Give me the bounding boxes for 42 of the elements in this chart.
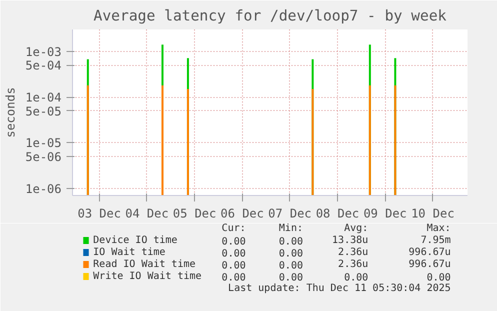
y-tick-label: 1e-04 xyxy=(25,90,62,105)
text: 7.95m xyxy=(420,235,451,246)
x-tick-label: 06 Dec xyxy=(220,206,264,220)
text: 0.00 xyxy=(344,272,368,284)
text: 2.36u xyxy=(338,259,368,270)
text: 0.00 xyxy=(222,248,246,260)
y-tick-label: 5e-05 xyxy=(25,104,62,118)
y-tick-label: 1e-06 xyxy=(25,182,62,196)
text: 2.36u xyxy=(338,247,368,258)
x-tick-label: 04 Dec xyxy=(125,206,169,220)
x-tick-label: 09 Dec xyxy=(363,206,407,220)
legend-label: Write IO Wait time xyxy=(93,271,202,282)
text: 0.00 xyxy=(222,272,246,284)
y-tick-label: 5e-06 xyxy=(25,150,62,164)
text: Avg: xyxy=(344,223,368,234)
x-tick-label: 03 Dec xyxy=(78,206,121,220)
text: 13.38u xyxy=(332,235,368,246)
text: 0.00 xyxy=(278,260,303,272)
text: 0.00 xyxy=(426,272,451,284)
legend-label: Read IO Wait time xyxy=(93,259,196,270)
text: 0.00 xyxy=(278,272,303,284)
legend-label: Device IO time xyxy=(93,235,178,246)
text: 0.00 xyxy=(278,248,303,260)
legend-label: IO Wait time xyxy=(93,247,166,258)
text: Min: xyxy=(278,223,303,234)
text: Last update: Thu Dec 11 05:30:04 2025 xyxy=(228,283,451,294)
text: Cur: xyxy=(222,223,246,234)
x-tick-label: 08 Dec xyxy=(316,206,360,220)
y-axis-title: seconds xyxy=(3,87,18,138)
y-tick-label: 5e-04 xyxy=(25,58,62,73)
x-tick-label: 05 Dec xyxy=(172,206,216,220)
y-tick-label: 1e-05 xyxy=(25,136,62,150)
text: 0.00 xyxy=(278,236,303,248)
text: 996.67u xyxy=(408,247,451,258)
text: 996.67u xyxy=(408,259,451,270)
text: 0.00 xyxy=(222,236,246,248)
y-tick-label: 1e-03 xyxy=(25,44,62,59)
x-tick-label: 07 Dec xyxy=(268,206,312,220)
text: 0.00 xyxy=(222,260,246,272)
x-tick-label: 10 Dec xyxy=(411,206,454,220)
text: Max: xyxy=(426,223,451,234)
chart-title: Average latency for /dev/loop7 - by week xyxy=(94,8,447,24)
